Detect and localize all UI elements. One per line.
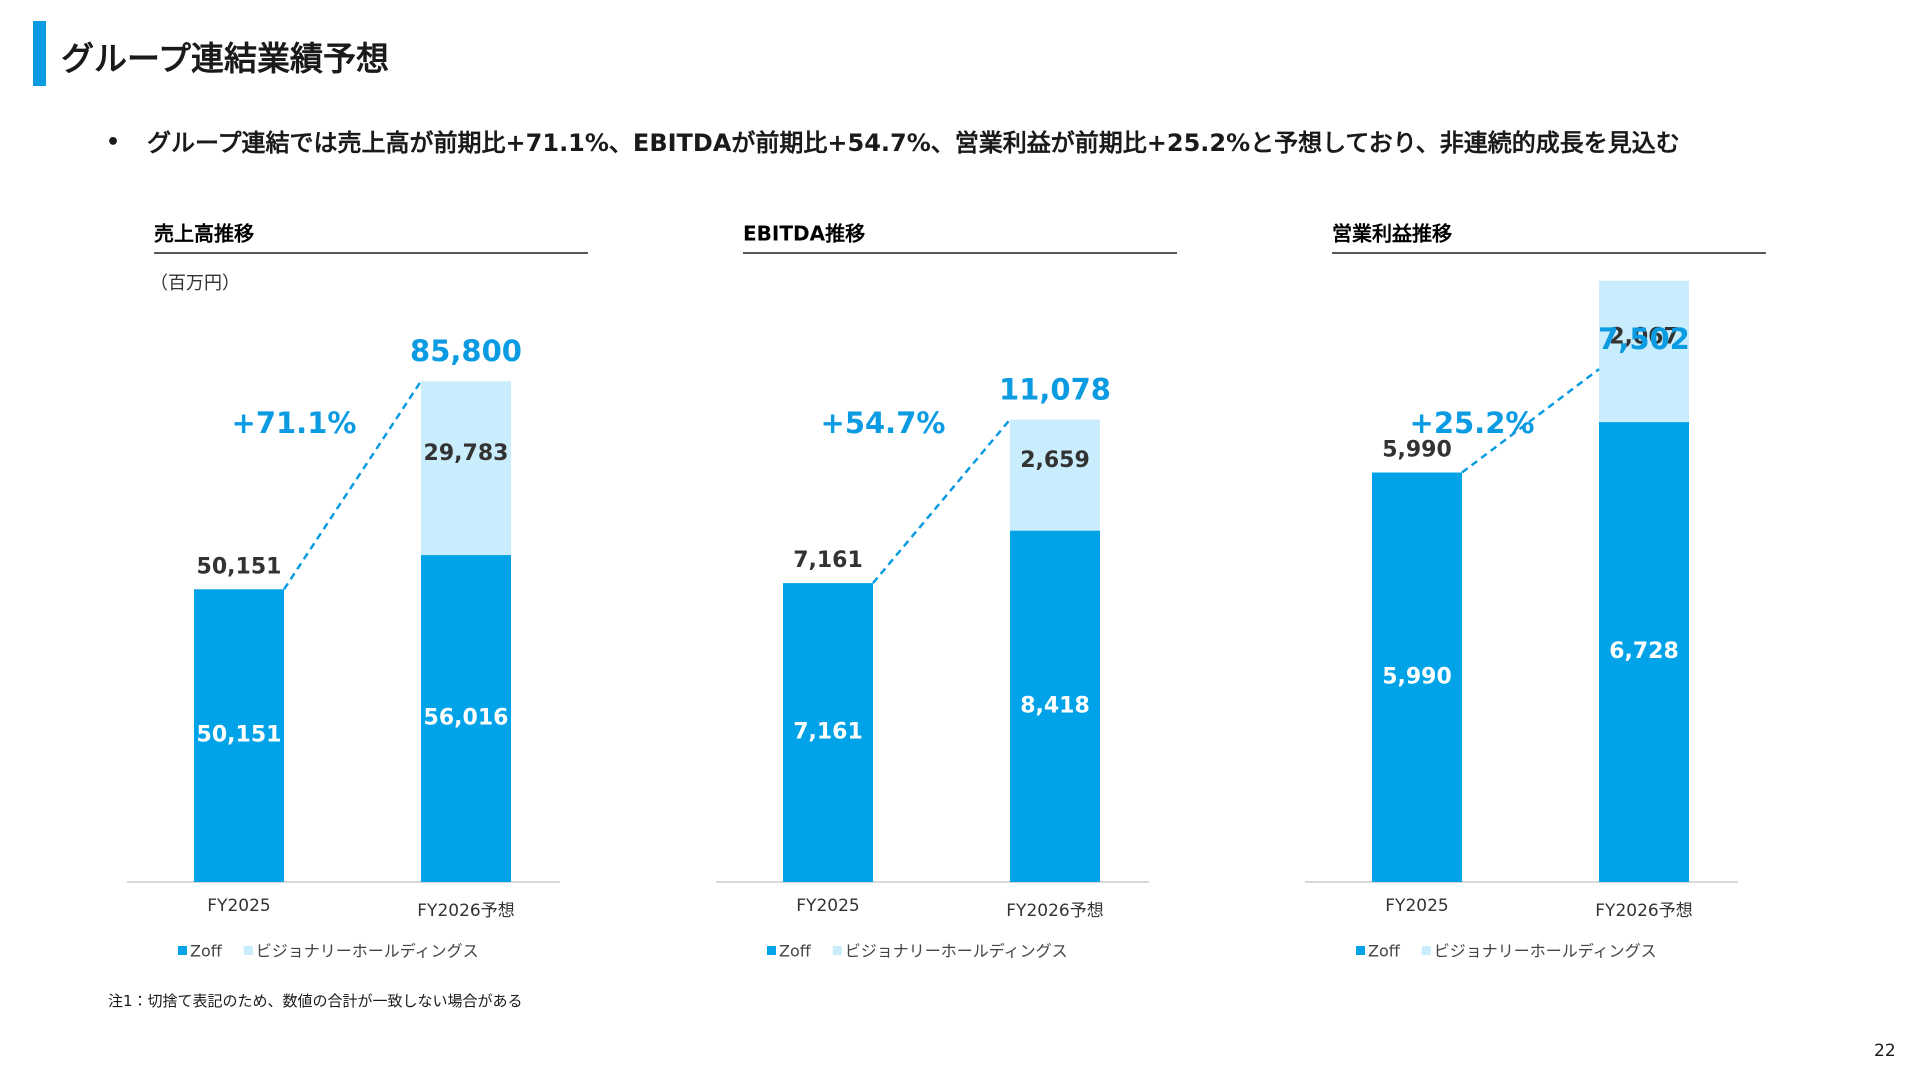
chart-title: 売上高推移	[154, 222, 254, 246]
bullet-text: グループ連結では売上高が前期比+71.1%、EBITDAが前期比+54.7%、営…	[147, 129, 1680, 157]
growth-label: +71.1%	[232, 406, 357, 440]
total-label: 7,161	[793, 548, 863, 573]
segment-label: 2,659	[1020, 448, 1090, 473]
title-accent	[33, 21, 46, 86]
x-tick-label: FY2026予想	[417, 901, 514, 921]
x-tick-label: FY2026予想	[1595, 901, 1692, 921]
legend-label: ビジョナリーホールディングス	[1434, 942, 1657, 961]
total-label: 50,151	[197, 554, 282, 579]
x-tick-label: FY2025	[1385, 896, 1448, 916]
growth-connector	[872, 418, 1011, 584]
x-tick-label: FY2026予想	[1006, 901, 1103, 921]
footnote: 注1：切捨て表記のため、数値の合計が一致しない場合がある	[108, 992, 523, 1010]
bullet-marker: •	[106, 130, 121, 155]
legend-label: Zoff	[779, 942, 812, 961]
legend-swatch	[767, 946, 776, 955]
total-label: 11,078	[999, 373, 1111, 407]
legend-swatch	[832, 946, 842, 955]
bar-segment	[1010, 419, 1100, 531]
legend-swatch	[243, 946, 253, 955]
bar-segment	[1599, 422, 1689, 882]
growth-connector	[1461, 368, 1600, 474]
bar-segment	[1599, 280, 1689, 423]
segment-label: 29,783	[424, 441, 509, 466]
total-label: 85,800	[410, 334, 522, 368]
segment-label: 5,990	[1382, 664, 1452, 689]
bar-segment	[1010, 530, 1100, 882]
growth-label: +54.7%	[821, 406, 946, 440]
bar-segment	[421, 555, 511, 882]
segment-label: 2,067	[1609, 324, 1679, 349]
legend-label: ビジョナリーホールディングス	[845, 942, 1068, 961]
bar-segment	[783, 583, 873, 882]
legend-label: Zoff	[190, 942, 223, 961]
x-tick-label: FY2025	[207, 896, 270, 916]
segment-label: 50,151	[197, 723, 282, 748]
slide-title: グループ連結業績予想	[61, 39, 390, 78]
bar-segment	[1372, 472, 1462, 882]
segment-label: 8,418	[1020, 693, 1090, 718]
growth-label: +25.2%	[1410, 406, 1535, 440]
total-label: 5,990	[1382, 438, 1452, 463]
growth-connector	[282, 380, 423, 590]
segment-label: 56,016	[424, 706, 509, 731]
legend-label: Zoff	[1368, 942, 1401, 961]
legend-swatch	[1356, 946, 1365, 955]
bar-segment	[421, 381, 511, 556]
bar-segment	[194, 589, 284, 882]
segment-label: 7,161	[793, 720, 863, 745]
total-label: 7,502	[1598, 322, 1690, 356]
legend-swatch	[1421, 946, 1431, 955]
chart-title: EBITDA推移	[743, 222, 865, 246]
segment-label: 6,728	[1609, 639, 1679, 664]
chart-title: 営業利益推移	[1332, 222, 1452, 246]
legend-swatch	[178, 946, 187, 955]
page-number: 22	[1874, 1041, 1896, 1061]
unit-label: （百万円）	[150, 273, 240, 294]
legend-label: ビジョナリーホールディングス	[256, 942, 479, 961]
x-tick-label: FY2025	[796, 896, 859, 916]
